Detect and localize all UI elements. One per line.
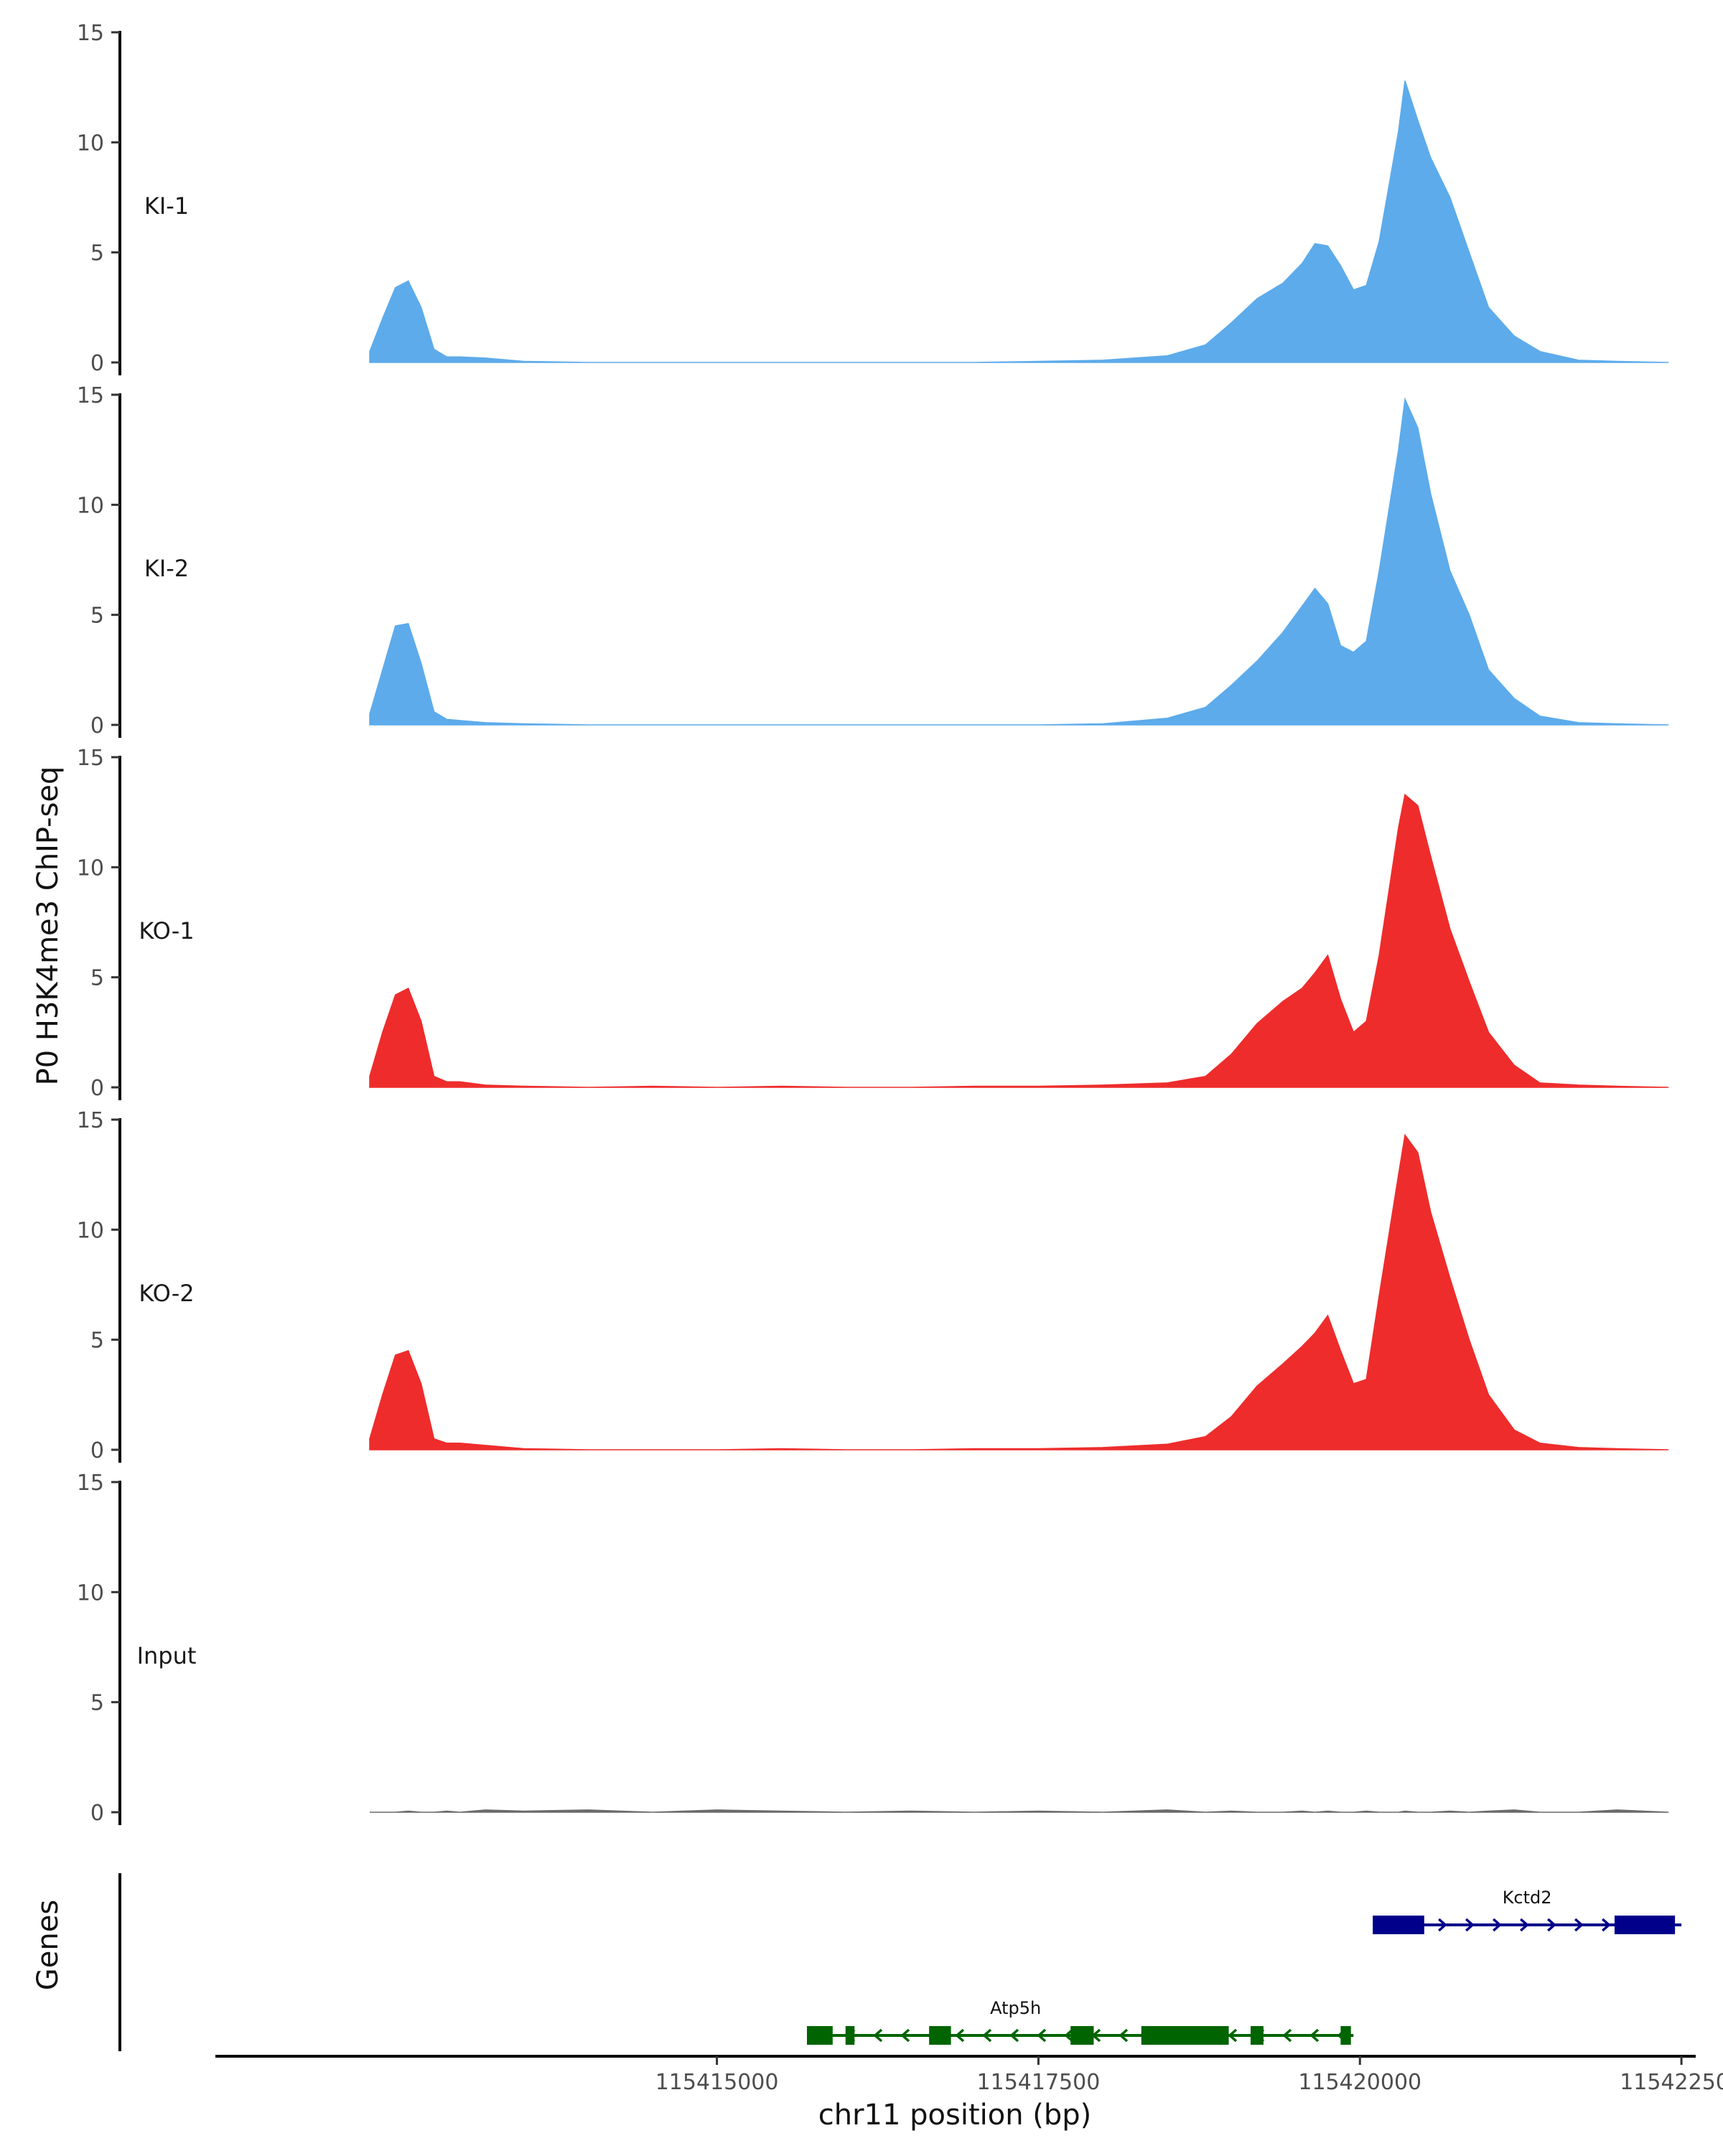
- track-label-ki-1: KI-1: [144, 192, 189, 220]
- gene-exon: [1340, 2026, 1351, 2045]
- track-ko-2: 0 5 10 15 KO-2: [77, 1108, 1669, 1463]
- strand-arrow: [1119, 2028, 1129, 2043]
- strand-arrow: [1493, 1918, 1502, 1932]
- gene-exon: [1251, 2026, 1264, 2045]
- strand-arrow: [955, 2028, 965, 2043]
- track-label-input: Input: [137, 1642, 197, 1669]
- coverage-area-ki-2: [369, 397, 1669, 726]
- coverage-area-ko-1: [369, 793, 1669, 1088]
- strand-arrow: [873, 2028, 883, 2043]
- y-tick-label: 0: [90, 351, 104, 376]
- gene-exon: [845, 2026, 855, 2045]
- strand-arrow: [1037, 2028, 1047, 2043]
- track-ki-2: 0 5 10 15 KI-2: [77, 383, 1669, 739]
- track-ki-1: 0 5 10 15 KI-1: [77, 21, 1669, 376]
- y-tick-label: 15: [77, 1108, 104, 1133]
- track-label-ko-2: KO-2: [139, 1280, 194, 1307]
- strand-arrow: [1602, 1918, 1611, 1932]
- y-tick-label: 5: [90, 241, 104, 266]
- gene-exon: [929, 2026, 951, 2045]
- strand-arrow: [1282, 2028, 1292, 2043]
- gene-exon: [1141, 2026, 1229, 2045]
- y-axis-label: P0 H3K4me3 ChIP-seq: [32, 767, 65, 1086]
- x-axis: 115415000 115417500 115420000 115422500: [215, 2055, 1723, 2095]
- y-tick-label: 10: [77, 131, 104, 156]
- track-label-ko-1: KO-1: [139, 917, 194, 945]
- strand-arrow: [1520, 1918, 1529, 1932]
- gene-kctd2: Kctd2: [1373, 1888, 1682, 1934]
- y-tick-label: 10: [77, 493, 104, 518]
- y-tick-label: 5: [90, 1328, 104, 1354]
- y-tick-label: 0: [90, 713, 104, 739]
- strand-arrow: [1228, 2028, 1238, 2043]
- y-tick-label: 5: [90, 966, 104, 991]
- y-tick-label: 15: [77, 21, 104, 46]
- strand-arrow: [1009, 2028, 1019, 2043]
- y-tick-label: 0: [90, 1438, 104, 1463]
- y-tick-label: 15: [77, 383, 104, 408]
- track-input: 0 5 10 15 Input: [77, 1471, 1669, 1826]
- coverage-tracks: 0 5 10 15 KI-1 0 5 10 15 KI-2 0 5 10 15 KO-1 0 5 10 15 KO-2…: [77, 21, 1669, 1826]
- gene-exon: [1614, 1916, 1676, 1934]
- track-label-ki-2: KI-2: [144, 555, 189, 582]
- x-tick-label: 115420000: [1298, 2070, 1421, 2095]
- strand-arrow: [1309, 2028, 1320, 2043]
- y-tick-label: 5: [90, 1691, 104, 1716]
- gene-exon: [1070, 2026, 1094, 2045]
- x-tick-label: 115417500: [977, 2070, 1101, 2095]
- y-tick-label: 10: [77, 1218, 104, 1243]
- x-axis-label: chr11 position (bp): [818, 2099, 1092, 2132]
- x-tick-label: 115422500: [1620, 2070, 1723, 2095]
- strand-arrow: [1465, 1918, 1475, 1932]
- track-ko-1: 0 5 10 15 KO-1: [77, 746, 1669, 1101]
- coverage-area-ko-2: [369, 1133, 1669, 1450]
- strand-arrow: [982, 2028, 992, 2043]
- strand-arrow: [1547, 1918, 1556, 1932]
- gene-exon: [1373, 1916, 1424, 1934]
- gene-label-kctd2: Kctd2: [1503, 1888, 1552, 1908]
- genes-track-label: Genes: [32, 1900, 65, 1990]
- gene-exon: [807, 2026, 833, 2045]
- coverage-area-input: [370, 1809, 1669, 1813]
- y-tick-label: 10: [77, 1580, 104, 1606]
- strand-arrow: [900, 2028, 910, 2043]
- strand-arrow: [1064, 2028, 1074, 2043]
- genes-track: Kctd2 Atp5h: [118, 1873, 1682, 2051]
- x-tick-label: 115415000: [655, 2070, 779, 2095]
- coverage-area-ki-1: [369, 80, 1669, 363]
- strand-arrow: [1574, 1918, 1584, 1932]
- y-tick-label: 0: [90, 1076, 104, 1101]
- y-tick-label: 0: [90, 1801, 104, 1826]
- gene-label-atp5h: Atp5h: [990, 1998, 1041, 2018]
- y-tick-label: 10: [77, 856, 104, 881]
- y-tick-label: 5: [90, 604, 104, 629]
- gene-atp5h: Atp5h: [807, 1998, 1354, 2045]
- y-tick-label: 15: [77, 746, 104, 771]
- strand-arrow: [1438, 1918, 1447, 1932]
- y-tick-label: 15: [77, 1471, 104, 1496]
